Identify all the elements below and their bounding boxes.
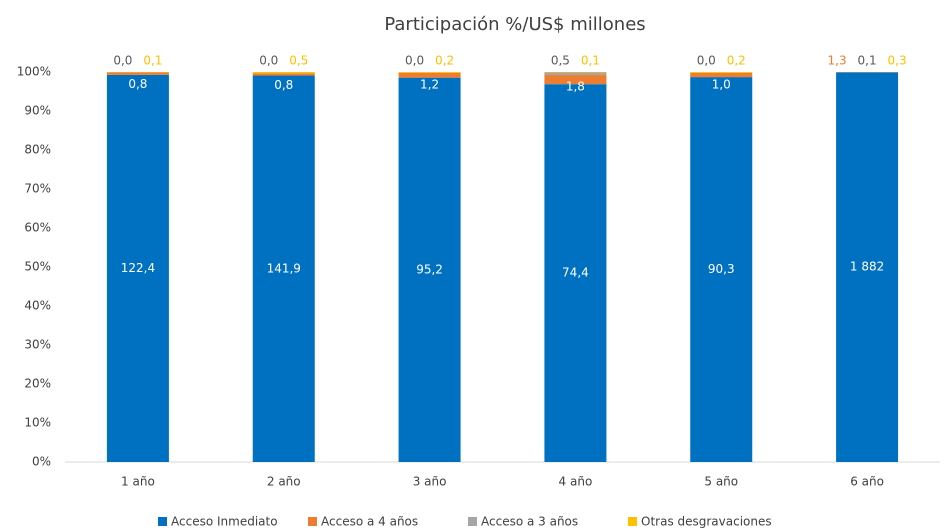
data-label: 0,1 [858,54,877,68]
data-label: 0,3 [888,54,907,68]
y-tick-label: 0% [32,455,51,469]
y-tick-label: 50% [24,260,51,274]
data-label: 0,0 [113,54,132,68]
data-label: 0,0 [697,54,716,68]
x-tick-label: 5 año [704,475,738,489]
data-label: 95,2 [416,262,443,276]
data-label: 1,0 [712,77,731,91]
x-tick-label: 3 año [413,475,447,489]
legend-swatch [308,517,317,526]
bar-segment [544,75,607,85]
x-tick-label: 6 año [850,475,884,489]
bar-segment [252,72,315,74]
data-label: 0,1 [581,54,600,68]
data-label: 0,2 [435,54,454,68]
legend-label: Acceso Inmediato [171,515,278,529]
y-tick-label: 20% [24,377,51,391]
y-tick-label: 100% [17,65,51,79]
legend-label: Otras desgravaciones [641,515,772,529]
bar-segment [106,74,169,463]
data-label: 0,5 [551,54,570,68]
x-tick-label: 4 año [559,475,593,489]
data-label: 122,4 [121,261,155,275]
bar-segment [252,75,315,463]
bar-segment [398,77,461,463]
y-tick-label: 40% [24,299,51,313]
x-tick-label: 2 año [267,475,301,489]
legend-swatch [468,517,477,526]
bar-segment [544,72,607,73]
data-label: 1,8 [566,80,585,94]
data-label: 0,5 [289,54,308,68]
bar-segment [544,72,607,76]
data-label: 1 882 [850,260,884,274]
y-tick-label: 10% [24,416,51,430]
legend-swatch [628,517,637,526]
data-label: 90,3 [708,262,735,276]
data-label: 141,9 [267,261,301,275]
bar-segment [690,77,753,463]
y-tick-label: 60% [24,221,51,235]
data-label: 1,3 [828,54,847,68]
data-label: 0,8 [128,77,147,91]
bar-segment [836,72,899,463]
legend-label: Acceso a 3 años [481,515,578,529]
x-tick-label: 1 año [121,475,155,489]
data-label: 1,2 [420,77,439,91]
y-tick-label: 80% [24,143,51,157]
data-label: 0,0 [405,54,424,68]
bar-segment [106,72,169,75]
legend-label: Acceso a 4 años [321,515,418,529]
data-label: 0,1 [143,54,162,68]
bar-segment [690,72,753,73]
bar-segment [398,72,461,73]
legend-swatch [158,517,167,526]
data-label: 0,8 [274,78,293,92]
data-label: 0,0 [259,54,278,68]
y-tick-label: 70% [24,182,51,196]
data-label: 74,4 [562,266,589,280]
bar-segment [252,73,315,76]
bar-segment [690,72,753,78]
y-tick-label: 30% [24,338,51,352]
data-label: 0,2 [727,54,746,68]
bar-segment [544,84,607,462]
y-tick-label: 90% [24,104,51,118]
chart-title: Participación %/US$ millones [384,14,645,35]
bar-segment [398,72,461,78]
